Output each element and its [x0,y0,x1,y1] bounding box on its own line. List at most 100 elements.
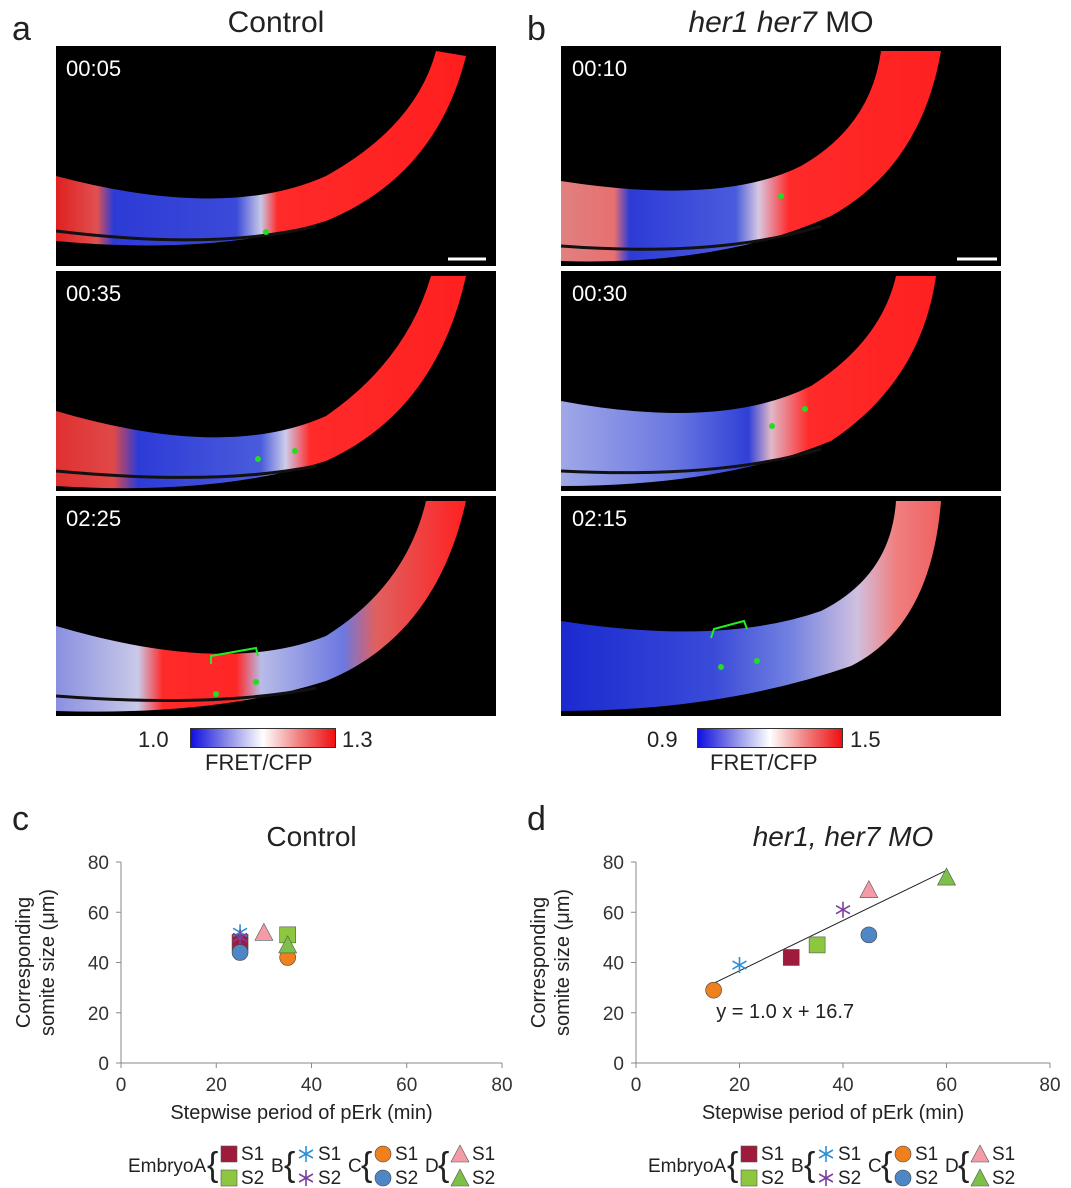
panel-b-title-rest: MO [816,6,874,39]
data-point [937,867,956,886]
mo-timestamp-1: 00:10 [572,56,628,81]
legend-group-label: B [791,1156,804,1177]
control-frame-3 [56,496,496,716]
legend-marker-s1 [298,1146,314,1162]
legend-s2-label: S2 [472,1168,495,1188]
x-tick-label: 0 [116,1075,127,1096]
legend-bracket: { [881,1146,892,1184]
legend-s2-label: S2 [915,1168,938,1188]
legend-marker-s2 [740,1169,758,1187]
legend-group-label: B [271,1156,284,1177]
legend-marker-s2 [298,1170,314,1186]
chart-control: Control 0 20 40 60 80 0 20 40 60 80 Stepwise period… [13,821,513,1124]
legend-bracket: { [958,1146,969,1184]
x-tick-label: 20 [206,1075,227,1096]
legend-s2-label: S2 [395,1168,418,1188]
control-timestamp-3: 02:25 [66,506,122,531]
legend-marker-s2 [374,1169,392,1187]
legend-s1-label: S1 [915,1144,938,1165]
panel-a-images [56,46,496,716]
mo-frame-1 [561,46,1001,266]
legend-group-label: EmbryoA [128,1156,206,1177]
y-tick-label: 20 [88,1004,109,1025]
legend-marker-s1 [818,1146,834,1162]
legend-marker-s2 [818,1170,834,1186]
fit-line [713,869,947,984]
legend-bracket: { [727,1146,738,1184]
mo-timestamp-2: 00:30 [572,281,628,306]
legend-marker-s2 [894,1169,912,1187]
colorbar-a [190,728,336,748]
colorbar-b-label: FRET/CFP [710,750,818,775]
y-tick-label: 60 [603,903,624,924]
data-point [232,929,248,946]
legend-s2-label: S2 [241,1168,264,1188]
legend-marker-s1 [220,1145,238,1163]
control-frame-1 [56,46,496,266]
legend-s2-label: S2 [838,1168,861,1188]
data-point [860,926,878,944]
legend-s1-label: S1 [761,1144,784,1165]
data-point [808,936,826,954]
y-tick-label: 0 [98,1054,109,1075]
data-point [231,944,249,961]
legend-group-label: C [868,1156,882,1177]
x-tick-label: 0 [631,1075,642,1096]
legend-marker-s1 [450,1144,470,1163]
y-axis-label-line2: somite size (μm) [37,889,59,1036]
y-axis-label-line1: Corresponding [528,897,550,1028]
colorbar-a-min: 1.0 [138,727,169,752]
legend-bracket: { [207,1146,218,1184]
legend-s1-label: S1 [838,1144,861,1165]
legend-s1-label: S1 [472,1144,495,1165]
x-tick-label: 40 [832,1075,853,1096]
y-axis-label-line2: somite size (μm) [552,889,574,1036]
legend-bracket: { [804,1146,815,1184]
legend-bracket: { [438,1146,449,1184]
legend-s2-label: S2 [992,1168,1015,1188]
control-frame-2 [56,271,496,491]
control-timestamp-1: 00:05 [66,56,122,81]
mo-frame-3 [561,496,1001,716]
legend-s1-label: S1 [241,1144,264,1165]
legend-marker-s1 [970,1144,990,1163]
control-timestamp-2: 00:35 [66,281,122,306]
panel-d-letter: d [527,800,546,838]
data-point [705,981,722,999]
y-axis-label-line1: Corresponding [13,897,35,1028]
data-point [782,949,800,966]
y-tick-label: 80 [603,853,624,874]
y-tick-label: 40 [88,954,109,975]
legend-s1-label: S1 [992,1144,1015,1165]
legend-bracket: { [284,1146,295,1184]
fit-equation: y = 1.0 x + 16.7 [716,1001,854,1023]
legend-s1-label: S1 [318,1144,341,1165]
data-point [835,901,851,918]
legend-s1-label: S1 [395,1144,418,1165]
data-point [732,957,747,974]
legend-bracket: { [361,1146,372,1184]
legend-marker-s1 [374,1145,392,1163]
data-point [859,879,879,898]
colorbar-a-label: FRET/CFP [205,750,313,775]
data-point [278,935,298,954]
chart-title: Control [266,821,356,852]
x-axis-label: Stepwise period of pErk (min) [170,1102,432,1124]
panel-c-letter: c [12,800,29,838]
legend-marker-s2 [450,1168,470,1187]
legend-group-label: EmbryoA [648,1156,726,1177]
x-tick-label: 60 [396,1075,417,1096]
panel-b-title: her1 her7 MO [561,6,1001,40]
mo-frame-2 [561,271,1001,491]
panel-a-title: Control [227,6,325,39]
x-tick-label: 40 [301,1075,322,1096]
y-tick-label: 60 [88,903,109,924]
legend-s2-label: S2 [761,1168,784,1188]
colorbar-b-max: 1.5 [850,727,881,752]
colorbar-b [697,728,843,748]
legend-marker-s1 [740,1145,758,1163]
panel-b-images [561,46,1001,716]
legend-s2-label: S2 [318,1168,341,1188]
